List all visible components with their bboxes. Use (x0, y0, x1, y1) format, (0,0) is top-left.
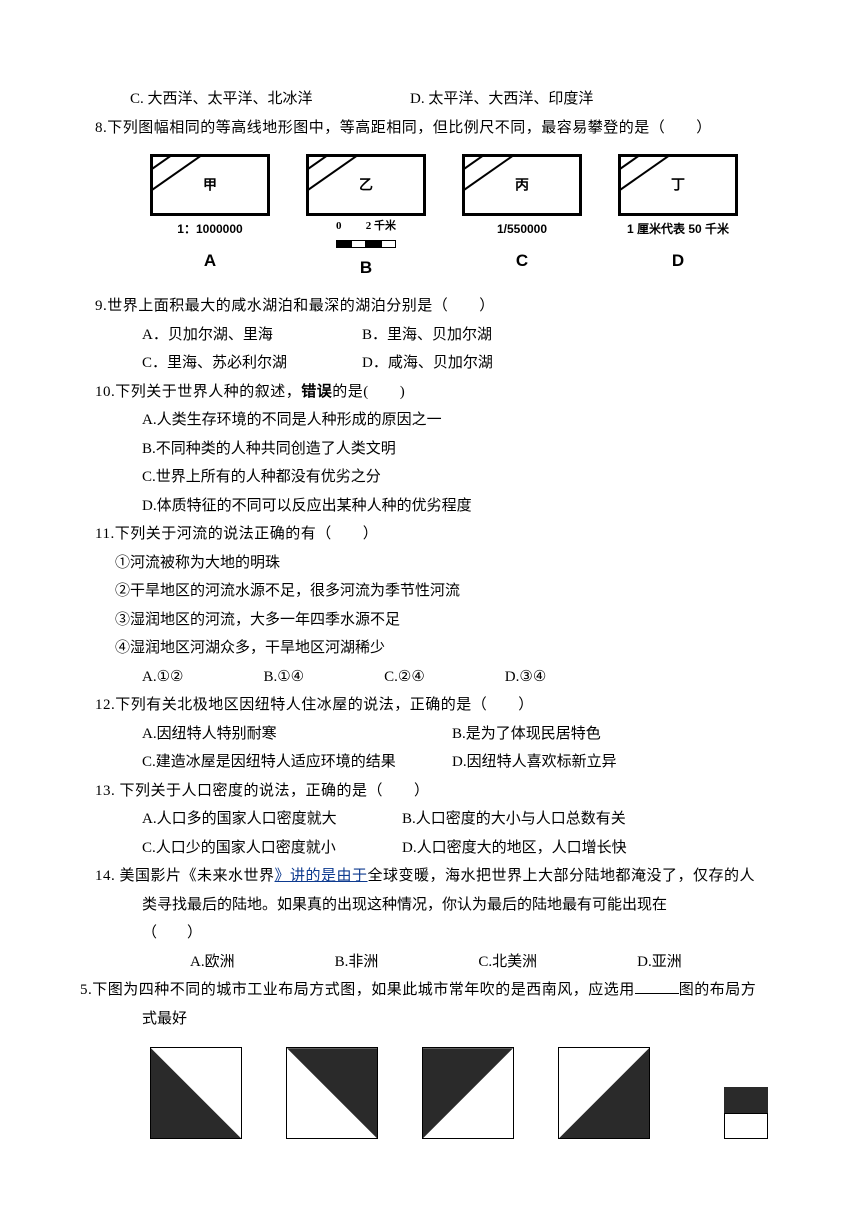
q10-option-c: C.世界上所有的人种都没有优劣之分 (80, 463, 780, 492)
map-letter: B (360, 252, 372, 284)
q5-shapes (80, 1047, 780, 1139)
q12-row-2: C.建造冰屋是因纽特人适应环境的结果 D.因纽特人喜欢标新立异 (80, 748, 780, 777)
layout-square (558, 1047, 650, 1139)
q12-option-d: D.因纽特人喜欢标新立异 (452, 748, 617, 777)
q14-option-b: B.非洲 (335, 948, 379, 977)
map-inside-label: 乙 (353, 172, 379, 199)
map-box: 丙 (462, 154, 582, 216)
q13-option-b: B.人口密度的大小与人口总数有关 (402, 805, 626, 834)
q10-option-a: A.人类生存环境的不同是人种形成的原因之一 (80, 406, 780, 435)
contour-map: 乙 02 千米 B (306, 154, 426, 284)
q5-stem-pre: 5.下图为四种不同的城市工业布局方式图，如果此城市常年吹的是西南风，应选用 (80, 982, 635, 998)
q10-stem: 10.下列关于世界人种的叙述，错误的是( ) (80, 378, 780, 407)
layout-square (150, 1047, 242, 1139)
q7-option-d: D. 太平洋、大西洋、印度洋 (410, 85, 593, 114)
q14-line2: 类寻找最后的陆地。如果真的出现这种情况，你认为最后的陆地最有可能出现在 (80, 891, 780, 920)
map-box: 丁 (618, 154, 738, 216)
layout-square (286, 1047, 378, 1139)
q8-stem: 8.下列图幅相同的等高线地形图中，等高距相同，但比例尺不同，最容易攀登的是（ ） (80, 114, 780, 143)
map-letter: C (516, 245, 528, 277)
map-inside-label: 甲 (197, 172, 223, 199)
q9-option-a: A．贝加尔湖、里海 (142, 321, 362, 350)
q10-stem-pre: 10.下列关于世界人种的叙述， (95, 384, 301, 400)
layout-square (422, 1047, 514, 1139)
q12-option-a: A.因纽特人特别耐寒 (142, 720, 452, 749)
q13-row-1: A.人口多的国家人口密度就大 B.人口密度的大小与人口总数有关 (80, 805, 780, 834)
q11-s3: ③湿润地区的河流，大多一年四季水源不足 (80, 606, 780, 635)
legend-bottom (724, 1113, 768, 1139)
q13-option-d: D.人口密度大的地区，人口增长快 (402, 834, 627, 863)
q14-link[interactable]: 》讲的是由于 (275, 868, 368, 884)
scale-tick-labels: 02 千米 (336, 216, 396, 237)
q11-option-b: B.①④ (263, 663, 304, 692)
q13-stem: 13. 下列关于人口密度的说法，正确的是（ ） (80, 777, 780, 806)
q10-option-d: D.体质特征的不同可以反应出某种人种的优劣程度 (80, 492, 780, 521)
q5-line2: 式最好 (80, 1005, 780, 1034)
q11-option-a: A.①② (142, 663, 183, 692)
q12-row-1: A.因纽特人特别耐寒 B.是为了体现民居特色 (80, 720, 780, 749)
map-letter: D (672, 245, 684, 277)
q11-s4: ④湿润地区河湖众多，干旱地区河湖稀少 (80, 634, 780, 663)
q12-option-b: B.是为了体现民居特色 (452, 720, 601, 749)
contour-map: 甲 1：1000000 A (150, 154, 270, 284)
q10-stem-bold: 错误 (301, 383, 332, 400)
q9-stem: 9.世界上面积最大的咸水湖泊和最深的湖泊分别是（ ） (80, 292, 780, 321)
q14-stem-pre: 14. 美国影片《未来水世界 (95, 868, 275, 884)
q12-stem: 12.下列有关北极地区因纽特人住冰屋的说法，正确的是（ ） (80, 691, 780, 720)
dark-triangle (151, 1048, 241, 1138)
q10-option-b: B.不同种类的人种共同创造了人类文明 (80, 435, 780, 464)
q9-row-1: A．贝加尔湖、里海 B．里海、贝加尔湖 (80, 321, 780, 350)
q14-options: A.欧洲 B.非洲 C.北美洲 D.亚洲 (80, 948, 780, 977)
scale-text: 1/550000 (497, 218, 547, 241)
q13-option-a: A.人口多的国家人口密度就大 (142, 805, 402, 834)
dark-triangle (559, 1048, 649, 1138)
q11-option-d: D.③④ (505, 663, 546, 692)
q9-option-c: C．里海、苏必利尔湖 (142, 349, 362, 378)
q13-option-c: C.人口少的国家人口密度就小 (142, 834, 402, 863)
q9-option-b: B．里海、贝加尔湖 (362, 321, 492, 350)
q11-s2: ②干旱地区的河流水源不足，很多河流为季节性河流 (80, 577, 780, 606)
q13-row-2: C.人口少的国家人口密度就小 D.人口密度大的地区，人口增长快 (80, 834, 780, 863)
map-inside-label: 丙 (509, 172, 535, 199)
q8-maps: 甲 1：1000000 A 乙 02 千米 B 丙 1/550000 C 丁 1 厘米代表 50 千… (80, 154, 780, 284)
contour-map: 丁 1 厘米代表 50 千米 D (618, 154, 738, 284)
q14-line3: （ ） (80, 919, 780, 948)
q7-options-row: C. 大西洋、太平洋、北冰洋 D. 太平洋、大西洋、印度洋 (80, 85, 780, 114)
q11-s1: ①河流被称为大地的明珠 (80, 549, 780, 578)
map-letter: A (204, 245, 216, 277)
legend (724, 1087, 768, 1139)
q14-line1: 14. 美国影片《未来水世界》讲的是由于全球变暖，海水把世界上大部分陆地都淹没了… (80, 862, 780, 891)
scale-bar (336, 240, 396, 248)
q11-option-c: C.②④ (384, 663, 425, 692)
q12-option-c: C.建造冰屋是因纽特人适应环境的结果 (142, 748, 452, 777)
legend-top (724, 1087, 768, 1113)
dark-triangle (423, 1048, 513, 1138)
map-inside-label: 丁 (665, 172, 691, 199)
q5-line1: 5.下图为四种不同的城市工业布局方式图，如果此城市常年吹的是西南风，应选用 图的布… (80, 976, 780, 1005)
q5-stem-post: 图的布局方 (679, 982, 757, 998)
map-box: 乙 (306, 154, 426, 216)
q9-option-d: D．咸海、贝加尔湖 (362, 349, 493, 378)
q14-option-d: D.亚洲 (637, 948, 682, 977)
q11-options: A.①② B.①④ C.②④ D.③④ (80, 663, 780, 692)
q5-blank[interactable] (635, 993, 679, 994)
q14-option-c: C.北美洲 (478, 948, 537, 977)
q7-option-c: C. 大西洋、太平洋、北冰洋 (130, 85, 410, 114)
scale-text: 1 厘米代表 50 千米 (627, 218, 729, 241)
map-box: 甲 (150, 154, 270, 216)
q11-stem: 11.下列关于河流的说法正确的有（ ） (80, 520, 780, 549)
scale-text: 1：1000000 (177, 218, 242, 241)
q10-stem-post: 的是( ) (332, 384, 405, 400)
dark-triangle (287, 1048, 377, 1138)
q14-stem-post1: 全球变暖，海水把世界上大部分陆地都淹没了，仅存的人 (368, 868, 756, 884)
contour-map: 丙 1/550000 C (462, 154, 582, 284)
q9-row-2: C．里海、苏必利尔湖 D．咸海、贝加尔湖 (80, 349, 780, 378)
q14-option-a: A.欧洲 (190, 948, 235, 977)
